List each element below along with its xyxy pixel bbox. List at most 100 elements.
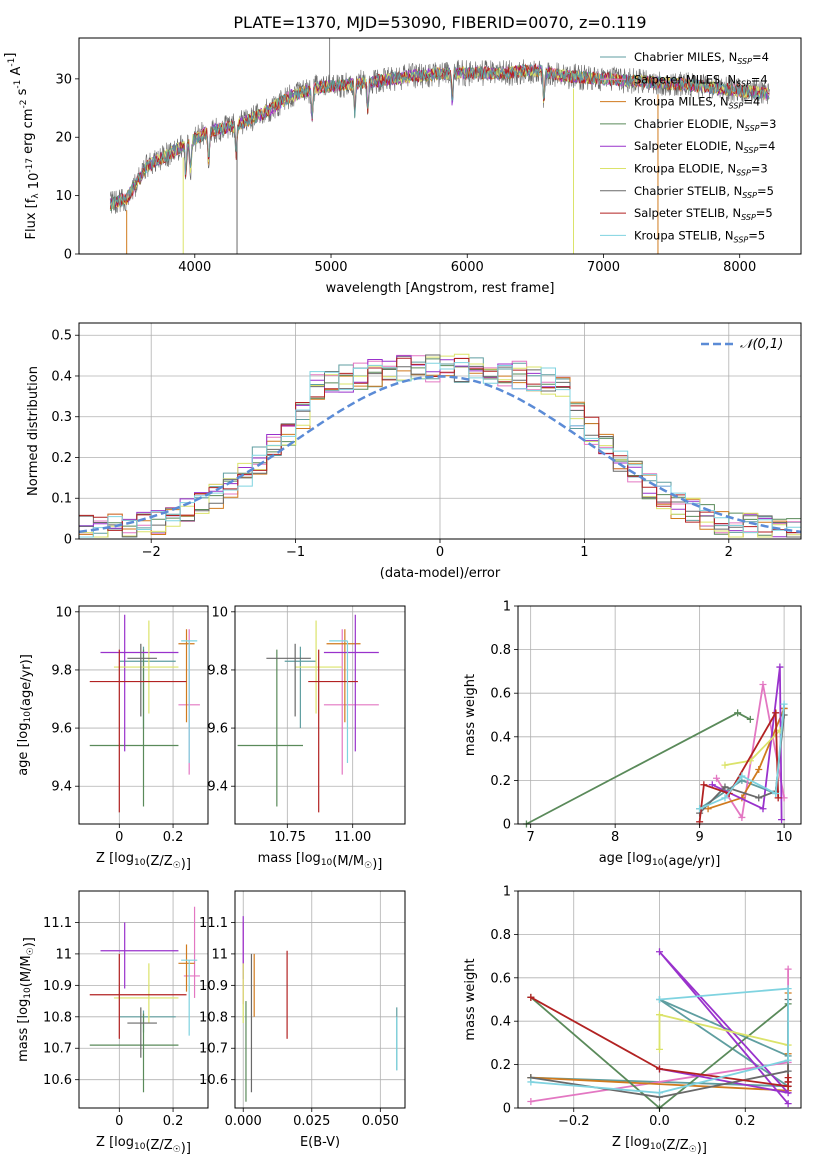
- errorbars: [89, 906, 200, 1093]
- gaussian-reference: [79, 375, 801, 534]
- weight-series: [658, 951, 791, 1105]
- y-tick-label: 9.8: [51, 663, 72, 678]
- legend-label: Salpeter STELIB, NSSP=5: [634, 206, 773, 222]
- y-tick-label: 9.6: [51, 722, 72, 737]
- weight-marker: [656, 1089, 663, 1097]
- weight-marker: [784, 1089, 792, 1097]
- y-tick-label: 0.2: [51, 451, 72, 466]
- y-tick-label: 9.6: [207, 722, 228, 737]
- x-tick-label: 8000: [723, 260, 756, 275]
- axes-frame: [78, 37, 802, 255]
- x-tick-label: 0.000: [225, 1114, 262, 1129]
- y-tick-label: 0: [64, 248, 72, 263]
- histogram-panel: −2 −1 0 1 2 0 0.1 0.2 0.3 0.4 0.5 (data-model)/erro…: [26, 322, 802, 581]
- weight-marker: [759, 680, 767, 688]
- weight-marker: [784, 1078, 792, 1086]
- y-tick-label: 0.2: [490, 774, 511, 789]
- y-tick-label: 0.1: [51, 492, 72, 507]
- weight-marker: [784, 965, 792, 973]
- y-tick-label: 11.1: [43, 916, 72, 931]
- y-tick-label: 0.8: [490, 643, 511, 658]
- weight-marker: [656, 996, 663, 1003]
- x-tick-label: −1: [286, 545, 305, 560]
- y-tick-label: 10.8: [199, 1010, 228, 1025]
- weight-marker: [784, 1100, 792, 1108]
- y-tick-label: 0: [503, 1102, 511, 1117]
- x-tick-label: 1: [580, 545, 588, 560]
- legend-label: Kroupa MILES, NSSP=4: [634, 95, 760, 111]
- x-tick-label: 9: [695, 830, 703, 845]
- y-tick-label: 10: [211, 605, 228, 620]
- mass-vs-EBV-panel: 0.000 0.025 0.050 10.6 10.7 10.8 10.9 11 11.1 E(B…: [199, 890, 406, 1150]
- weight-lines: [522, 663, 788, 828]
- x-tick-label: 0.025: [293, 1114, 330, 1129]
- y-axis-label: mass weight: [463, 958, 478, 1040]
- x-tick-label: 7000: [587, 260, 620, 275]
- errorbars: [237, 614, 379, 813]
- legend-label: Kroupa STELIB, NSSP=5: [634, 228, 765, 244]
- weight-marker: [784, 1056, 792, 1064]
- y-axis-label: age [log10(age/yr)]: [16, 654, 34, 776]
- x-axis-label: age [log10(age/yr)]: [599, 851, 721, 869]
- weight-marker: [734, 709, 742, 717]
- mass-vs-Z-panel: 0 0.2 10.6 10.7 10.8 10.9 11 11.1 Z [log10(Z/Z☉)…: [16, 890, 209, 1156]
- weight-marker: [772, 709, 780, 717]
- x-tick-label: 10: [776, 830, 793, 845]
- y-tick-label: 1: [503, 885, 511, 900]
- y-tick-label: 10.7: [43, 1042, 72, 1057]
- y-tick-label: 0.6: [490, 971, 511, 986]
- weight-marker: [784, 1067, 792, 1075]
- y-tick-label: 0: [503, 818, 511, 833]
- weight-vs-age-panel: 7 8 9 10 0 0.2 0.4 0.6 0.8 1 age [log10(age/yr)] ma…: [463, 600, 802, 869]
- y-tick-label: 1: [503, 600, 511, 615]
- axes-frame: [234, 890, 406, 1109]
- weight-marker: [738, 772, 746, 780]
- weight-marker: [774, 794, 782, 802]
- x-axis-label: E(B-V): [300, 1135, 340, 1150]
- weight-marker: [713, 774, 721, 782]
- axes-frame: [78, 605, 209, 825]
- legend-label: Chabrier STELIB, NSSP=5: [634, 184, 774, 200]
- weight-marker: [759, 805, 767, 813]
- spectrum-series: [109, 64, 770, 210]
- axes-frame: [234, 605, 406, 825]
- x-tick-label: 7: [527, 830, 535, 845]
- errorbars: [89, 614, 200, 813]
- x-axis-label: wavelength [Angstrom, rest frame]: [326, 281, 555, 296]
- weight-marker: [527, 1078, 535, 1086]
- weight-marker: [656, 1065, 663, 1073]
- weight-marker: [746, 715, 754, 723]
- weight-marker: [784, 985, 792, 993]
- x-axis-label: (data-model)/error: [380, 566, 501, 581]
- y-tick-label: 0.4: [51, 369, 72, 384]
- x-tick-label: 4000: [178, 260, 211, 275]
- x-axis-label: Z [log10(Z/Z☉)]: [96, 851, 191, 872]
- weight-marker: [656, 1011, 663, 1019]
- y-tick-label: 0.6: [490, 687, 511, 702]
- axes-frame: [78, 890, 209, 1109]
- x-tick-label: 0.2: [163, 830, 184, 845]
- weight-marker: [738, 813, 746, 821]
- legend-label: Salpeter MILES, NSSP=4: [634, 72, 768, 88]
- spectrum-panel: 4000 5000 6000 7000 8000 0 10 20 30 wavelength [A…: [3, 37, 802, 296]
- y-tick-label: 10: [55, 605, 72, 620]
- y-tick-label: 10.9: [43, 979, 72, 994]
- y-tick-label: 10: [55, 189, 72, 204]
- y-tick-label: 9.4: [207, 780, 228, 795]
- weight-vs-Z-panel: −0.2 0.0 0.2 0 0.2 0.4 0.6 0.8 1 Z [log10(Z/Z☉)] m…: [463, 885, 802, 1156]
- errorbars: [242, 916, 398, 1102]
- y-tick-label: 10.6: [199, 1073, 228, 1088]
- weight-marker: [780, 700, 788, 708]
- y-tick-label: 11: [211, 947, 228, 962]
- y-axis-label: mass [log10(M/M☉)]: [16, 937, 37, 1062]
- weight-series: [525, 711, 751, 825]
- y-tick-label: 30: [55, 72, 72, 87]
- y-tick-label: 0.5: [51, 329, 72, 344]
- y-axis-label: mass weight: [463, 674, 478, 756]
- x-tick-label: 0.0: [649, 1114, 670, 1129]
- y-tick-label: 9.8: [207, 663, 228, 678]
- weight-marker: [755, 766, 763, 773]
- legend-label: Chabrier MILES, NSSP=4: [634, 50, 769, 66]
